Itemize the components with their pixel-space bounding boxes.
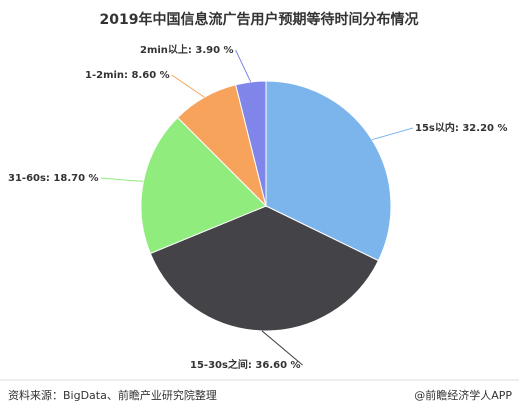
leader-line xyxy=(235,49,252,83)
chart-title: 2019年中国信息流广告用户预期等待时间分布情况 xyxy=(100,11,419,28)
credit: @前瞻经济学人APP xyxy=(414,388,512,402)
leader-line xyxy=(100,177,144,182)
data-label: 15-30s之间: 36.60 % xyxy=(190,358,301,371)
source: 资料来源：BigData、前瞻产业研究院整理 xyxy=(8,388,217,402)
leader-line xyxy=(261,330,303,366)
data-label: 15s以内: 32.20 % xyxy=(415,121,507,134)
leader-line xyxy=(171,74,205,98)
pie-slice xyxy=(140,116,267,255)
data-label: 31-60s: 18.70 % xyxy=(8,173,99,184)
data-label: 1-2min: 8.60 % xyxy=(85,70,170,81)
pie-slice xyxy=(149,205,380,332)
leader-line xyxy=(371,127,414,141)
data-label: 2min以上: 3.90 % xyxy=(140,43,234,56)
